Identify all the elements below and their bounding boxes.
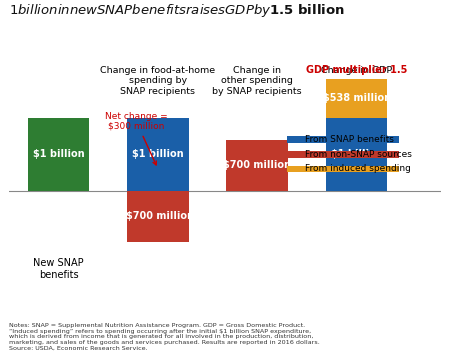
Text: $1 billion in new SNAP benefits raises GDP by $1.5 billion: $1 billion in new SNAP benefits raises G… [9, 2, 345, 19]
Text: Net change =
$300 million: Net change = $300 million [105, 112, 167, 165]
Bar [326, 118, 387, 191]
Bar [28, 118, 90, 191]
Text: $538 million: $538 million [323, 93, 391, 103]
Text: -$700 million: -$700 million [122, 211, 194, 221]
Bar [287, 151, 399, 158]
Text: From induced spending: From induced spending [305, 164, 411, 173]
Bar [287, 137, 399, 143]
Text: Notes: SNAP = Supplemental Nutrition Assistance Program. GDP = Gross Domestic Pr: Notes: SNAP = Supplemental Nutrition Ass… [9, 323, 320, 351]
Bar [127, 191, 189, 242]
Text: $1 billion: $1 billion [331, 149, 382, 159]
Text: $1 billion: $1 billion [33, 149, 85, 159]
Text: Change in food-at-home
spending by
SNAP recipients: Change in food-at-home spending by SNAP … [100, 66, 216, 95]
Bar [287, 166, 399, 172]
Bar [326, 79, 387, 118]
Text: From SNAP benefits: From SNAP benefits [305, 135, 394, 144]
Text: $1 billion: $1 billion [132, 149, 184, 159]
Text: $700 million: $700 million [223, 160, 291, 170]
Bar [127, 118, 189, 191]
Text: Change in
other spending
by SNAP recipients: Change in other spending by SNAP recipie… [212, 66, 302, 95]
Text: Change in GDP: Change in GDP [321, 66, 392, 75]
Bar [226, 140, 288, 191]
Text: From non-SNAP sources: From non-SNAP sources [305, 150, 412, 159]
Text: GDP multiplier 1.5: GDP multiplier 1.5 [306, 65, 407, 75]
